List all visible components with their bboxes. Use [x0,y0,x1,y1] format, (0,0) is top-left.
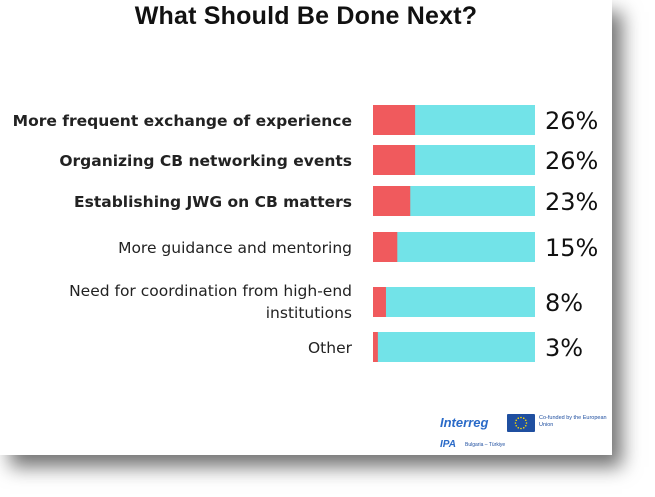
bar-value [373,145,416,175]
bar-remainder [373,332,535,362]
bar-value [373,186,411,216]
eu-flag-icon [507,414,535,432]
value-label: 26% [545,107,598,135]
category-label: Organizing CB networking events [59,152,352,170]
ipa-logo: IPA [440,439,456,450]
value-label: 3% [545,334,583,362]
interreg-logo: Interreg [440,415,489,430]
bar-value [373,232,398,262]
category-label: Other [308,339,353,357]
category-label: Establishing JWG on CB matters [74,193,352,211]
chart-title: What Should Be Done Next? [134,2,478,30]
bar-remainder [373,287,535,317]
value-label: 15% [545,234,598,262]
value-label: 26% [545,147,598,175]
category-label: Need for coordination from high-end insti… [69,282,352,322]
bar-remainder [373,232,535,262]
bar-value [373,332,378,362]
bar-chart: More frequent exchange of experience 26% O… [13,105,598,362]
cofunded-text: Co-funded by the European Union [539,415,607,428]
ipa-subtitle: Bulgaria – Türkiye [465,442,506,448]
slide: What Should Be Done Next? More frequent … [12,2,610,455]
bar-value [373,105,416,135]
category-label: More guidance and mentoring [118,239,352,257]
value-label: 23% [545,188,598,216]
value-label: 8% [545,289,583,317]
category-label: More frequent exchange of experience [13,112,352,130]
footer-logos: Interreg Co-funded by the European Union… [440,413,610,455]
bar-value [373,287,386,317]
